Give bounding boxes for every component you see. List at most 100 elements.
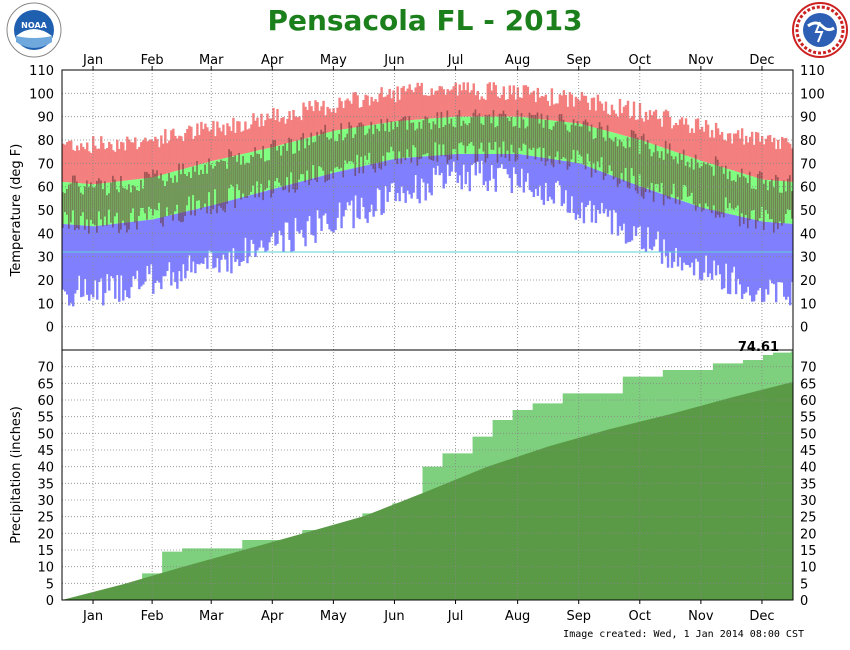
record-low-bar <box>548 158 552 197</box>
record-low-bar <box>590 167 594 223</box>
record-low-bar <box>260 192 263 241</box>
record-low-bar <box>186 211 189 271</box>
record-low-bar <box>730 214 734 273</box>
record-low-bar <box>278 187 281 231</box>
temp-tick-left: 40 <box>37 227 54 242</box>
observed-temp-bar <box>456 114 459 161</box>
observed-temp-bar <box>554 122 557 158</box>
record-high-bar <box>424 95 427 120</box>
record-low-bar <box>338 171 341 203</box>
record-high-bar <box>164 129 167 175</box>
record-high-bar <box>498 98 501 117</box>
record-high-bar <box>110 144 113 183</box>
precip-tick-left: 35 <box>37 477 54 492</box>
record-high-bar <box>444 94 447 118</box>
observed-temp-bar <box>544 119 547 166</box>
record-high-bar <box>224 135 227 159</box>
observed-temp-bar <box>740 168 743 214</box>
observed-temp-bar <box>196 160 198 201</box>
observed-temp-bar <box>558 114 561 164</box>
record-high-bar <box>172 128 175 172</box>
record-high-bar <box>682 124 686 155</box>
record-high-bar <box>660 126 664 148</box>
record-high-bar <box>232 117 235 157</box>
observed-temp-bar <box>186 175 188 206</box>
temp-tick-right: 40 <box>800 227 817 242</box>
record-low-bar <box>294 183 297 218</box>
record-low-bar <box>646 189 650 228</box>
record-high-bar <box>126 136 129 181</box>
record-low-bar <box>494 154 497 192</box>
record-low-bar <box>116 223 119 276</box>
record-high-bar <box>94 145 97 185</box>
chart-title: Pensacola FL - 2013 <box>267 4 583 37</box>
record-high-bar <box>156 139 159 177</box>
observed-temp-bar <box>284 143 286 190</box>
record-low-bar <box>594 169 598 224</box>
observed-temp-bar <box>626 137 629 188</box>
observed-temp-bar <box>162 180 164 227</box>
record-high-bar <box>668 116 672 150</box>
observed-temp-bar <box>170 177 172 215</box>
record-high-bar <box>616 116 620 134</box>
record-low-bar <box>394 158 397 202</box>
record-low-bar <box>402 158 405 194</box>
observed-temp-bar <box>206 173 208 214</box>
observed-temp-bar <box>632 130 635 176</box>
record-low-bar <box>640 187 644 250</box>
record-high-bar <box>710 130 714 165</box>
observed-temp-bar <box>404 116 407 161</box>
precip-tick-left: 25 <box>37 511 54 526</box>
observed-temp-bar <box>164 186 166 217</box>
record-high-bar <box>574 96 578 124</box>
record-low-bar <box>464 154 467 185</box>
record-high-bar <box>348 100 351 129</box>
record-low-bar <box>468 154 471 192</box>
record-high-bar <box>560 95 564 122</box>
record-low-bar <box>406 157 409 191</box>
record-low-bar <box>426 156 429 184</box>
observed-temp-bar <box>650 156 653 183</box>
record-high-bar <box>504 99 508 117</box>
record-high-bar <box>516 87 520 117</box>
record-high-bar <box>604 101 608 131</box>
record-low-bar <box>152 219 155 294</box>
record-high-bar <box>634 119 638 139</box>
observed-temp-bar <box>318 135 321 167</box>
record-high-bar <box>166 143 169 174</box>
record-high-bar <box>522 85 526 118</box>
observed-temp-bar <box>702 162 705 211</box>
record-low-bar <box>420 156 423 179</box>
observed-temp-bar <box>204 164 206 204</box>
record-high-bar <box>138 146 141 179</box>
record-high-bar <box>280 118 283 145</box>
record-high-bar <box>650 115 654 144</box>
record-low-bar <box>432 155 435 168</box>
record-high-bar <box>540 95 544 120</box>
record-high-bar <box>494 85 497 117</box>
record-low-bar <box>708 209 712 274</box>
record-low-bar <box>196 208 199 264</box>
observed-temp-bar <box>434 124 437 143</box>
observed-temp-bar <box>444 125 447 157</box>
record-low-bar <box>490 154 493 166</box>
record-low-bar <box>504 154 508 169</box>
record-low-bar <box>324 175 327 214</box>
record-low-bar <box>628 182 632 242</box>
record-low-bar <box>668 196 672 253</box>
observed-temp-bar <box>362 124 365 174</box>
record-low-bar <box>320 176 323 231</box>
record-low-bar <box>484 154 487 182</box>
precip-tick-right: 5 <box>800 577 808 592</box>
record-high-bar <box>442 89 445 118</box>
record-high-bar <box>358 107 361 127</box>
precip-tick-left: 20 <box>37 527 54 542</box>
record-low-bar <box>738 216 742 285</box>
observed-temp-bar <box>256 153 258 182</box>
observed-temp-bar <box>262 145 264 201</box>
record-high-bar <box>766 135 770 181</box>
record-low-bar <box>246 195 249 264</box>
record-high-bar <box>254 120 257 152</box>
observed-temp-bar <box>498 113 501 148</box>
record-high-bar <box>236 121 239 156</box>
